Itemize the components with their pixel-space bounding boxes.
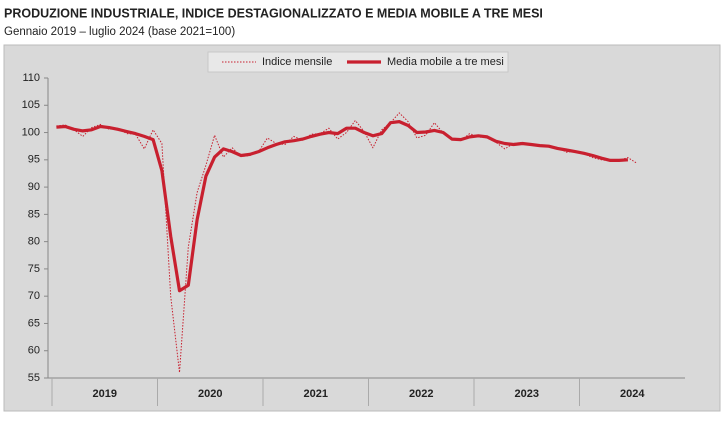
legend-label: Media mobile a tre mesi [387, 56, 504, 68]
y-tick-label: 80 [28, 236, 40, 248]
y-tick-label: 55 [28, 372, 40, 384]
y-tick-label: 60 [28, 345, 40, 357]
plot-area [48, 78, 685, 378]
y-tick-label: 65 [28, 317, 40, 329]
x-year-label: 2022 [409, 388, 433, 400]
y-tick-label: 75 [28, 263, 40, 275]
series-line [56, 120, 629, 293]
y-tick-label: 100 [22, 126, 40, 138]
x-year-label: 2024 [620, 388, 645, 400]
y-tick-label: 85 [28, 208, 40, 220]
chart-subtitle: Gennaio 2019 – luglio 2024 (base 2021=10… [4, 26, 235, 38]
y-tick-label: 95 [28, 154, 40, 166]
y-tick-label: 90 [28, 181, 40, 193]
y-tick-label: 110 [22, 72, 40, 84]
y-tick-label: 105 [22, 99, 40, 111]
x-year-label: 2021 [304, 388, 328, 400]
x-year-label: 2020 [198, 388, 222, 400]
chart-title: PRODUZIONE INDUSTRIALE, INDICE DESTAGION… [4, 6, 543, 20]
x-year-label: 2023 [515, 388, 539, 400]
x-year-label: 2019 [93, 388, 117, 400]
legend-label: Indice mensile [262, 56, 332, 68]
y-tick-label: 70 [28, 290, 40, 302]
